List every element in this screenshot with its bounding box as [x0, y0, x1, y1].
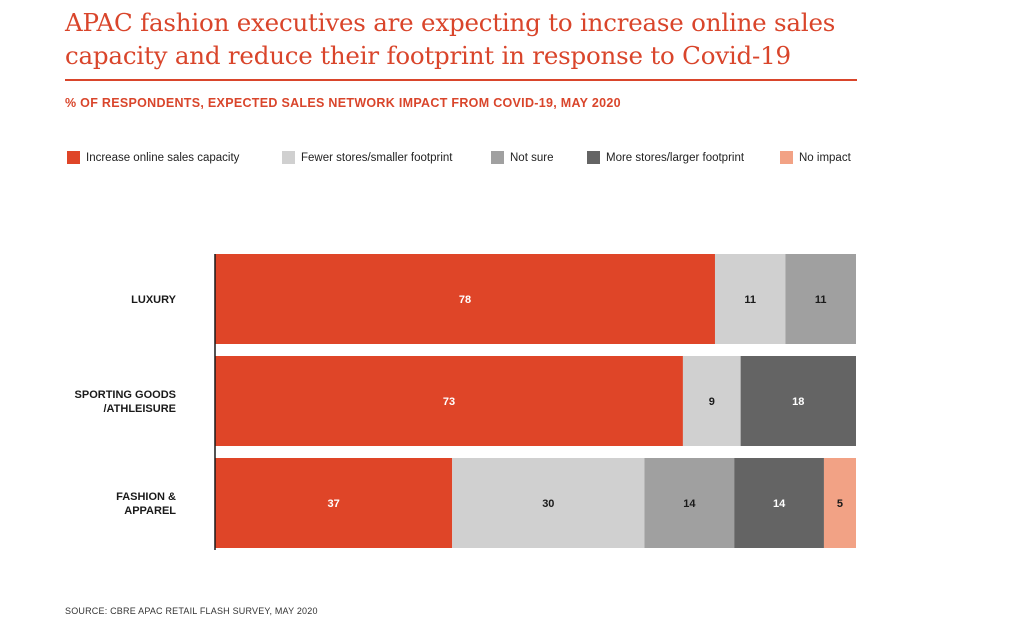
bar-segment-fewer-stores-smaller-footprint	[682, 356, 741, 446]
chart-legend: Increase online sales capacity Fewer stor…	[67, 151, 867, 167]
legend-item-no-impact: No impact	[780, 151, 851, 164]
category-label-fashion-apparel: FASHION & APPAREL	[116, 491, 176, 517]
bar-segment-fewer-stores-smaller-footprint	[452, 458, 645, 548]
bar-segment-fewer-stores-smaller-footprint	[714, 254, 786, 344]
legend-swatch	[491, 151, 504, 164]
legend-label: Increase online sales capacity	[86, 151, 240, 164]
bar-segment-more-stores-larger-footprint	[740, 356, 856, 446]
bar-segment-increase-online-sales-capacity	[215, 254, 715, 344]
data-label: 78	[459, 294, 471, 306]
bar-segment-more-stores-larger-footprint	[734, 458, 824, 548]
category-label-sporting-goods-athleisure: SPORTING GOODS/ATHLEISURE	[75, 389, 176, 415]
bar-segment-not-sure	[785, 254, 856, 344]
data-label: 11	[815, 294, 827, 306]
legend-item-increase-online-sales-capacity: Increase online sales capacity	[67, 151, 239, 164]
data-label: 14	[683, 498, 696, 510]
data-label: 18	[792, 396, 804, 408]
legend-swatch	[780, 151, 793, 164]
legend-label: More stores/larger footprint	[606, 151, 745, 164]
legend-item-more-stores-larger-footprint: More stores/larger footprint	[587, 151, 744, 164]
legend-swatch	[587, 151, 600, 164]
data-label: 14	[773, 498, 786, 510]
legend-label: No impact	[799, 151, 851, 164]
legend-label: Fewer stores/smaller footprint	[301, 151, 453, 164]
data-label: 9	[709, 396, 715, 408]
title-divider	[65, 79, 857, 81]
legend-item-fewer-stores-smaller-footprint: Fewer stores/smaller footprint	[282, 151, 452, 164]
legend-swatch	[67, 151, 80, 164]
source-note: SOURCE: CBRE APAC RETAIL FLASH SURVEY, M…	[65, 606, 318, 616]
data-label: 5	[837, 498, 843, 510]
data-label: 11	[744, 294, 756, 306]
bar-segment-not-sure	[644, 458, 735, 548]
data-label: 37	[327, 498, 339, 510]
data-label: 30	[542, 498, 554, 510]
data-label: 73	[443, 396, 455, 408]
bar-segment-increase-online-sales-capacity	[215, 458, 453, 548]
category-label-luxury: LUXURY	[131, 294, 176, 306]
bar-segment-no-impact	[823, 458, 856, 548]
chart-title: APAC fashion executives are expecting to…	[65, 8, 836, 70]
legend-swatch	[282, 151, 295, 164]
legend-label: Not sure	[510, 151, 554, 164]
bar-segment-increase-online-sales-capacity	[215, 356, 683, 446]
chart-subtitle: % OF RESPONDENTS, EXPECTED SALES NETWORK…	[65, 96, 621, 110]
legend-item-not-sure: Not sure	[491, 151, 553, 164]
